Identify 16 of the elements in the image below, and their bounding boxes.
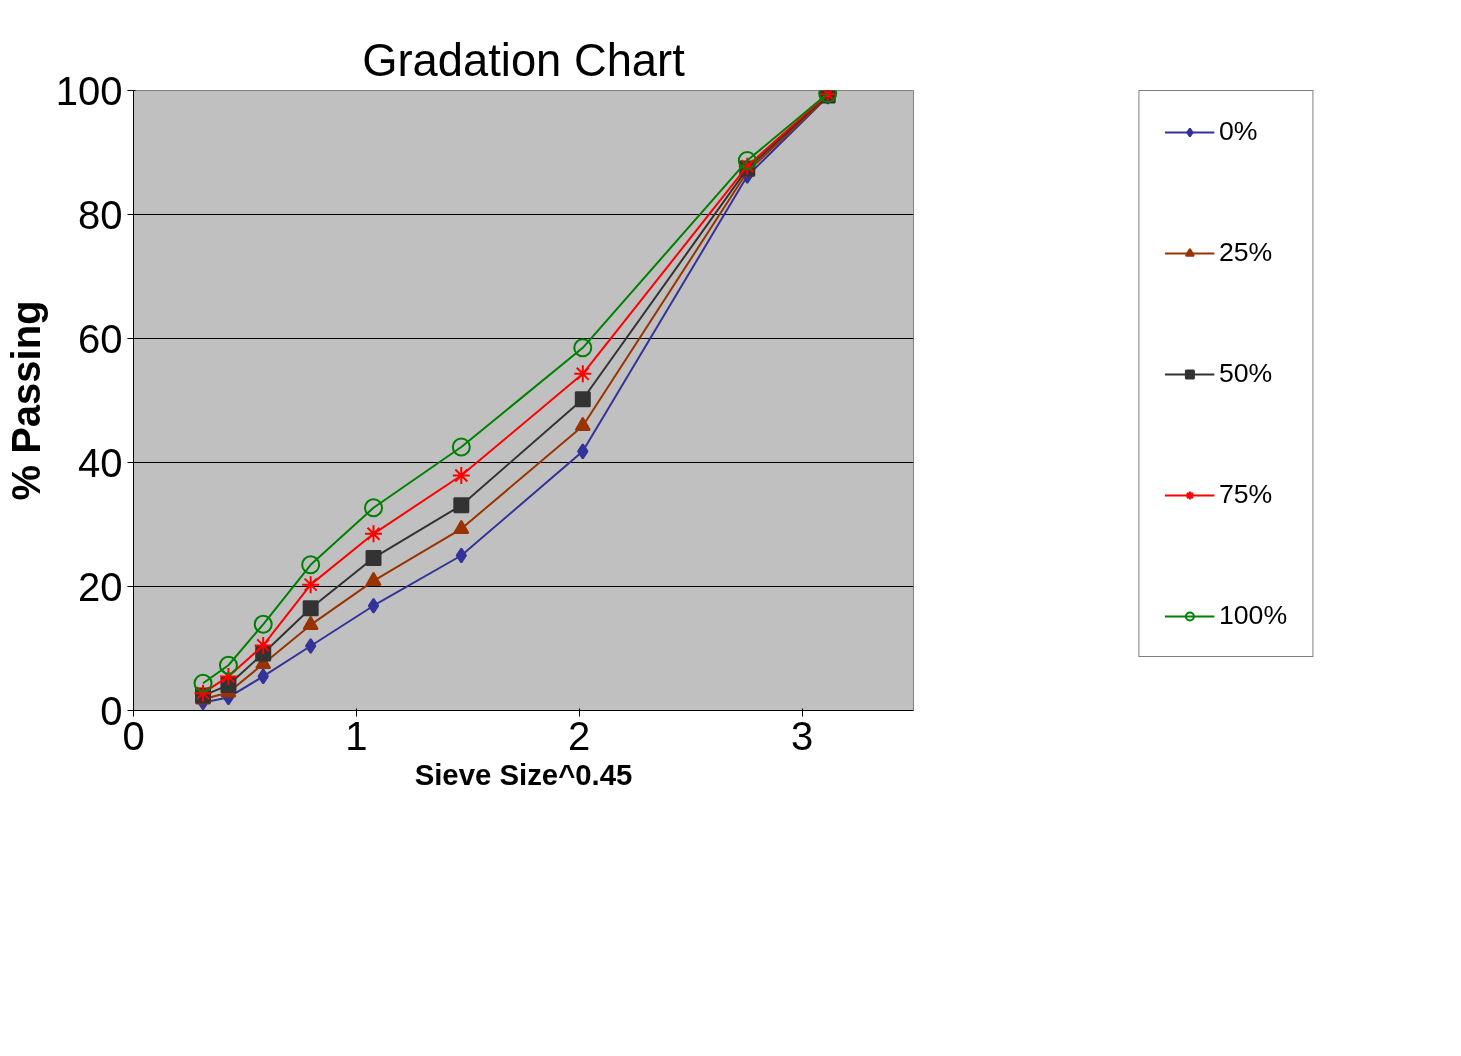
y-tick-label: 80 <box>78 192 123 237</box>
legend-label: 100% <box>1218 600 1288 631</box>
legend-label: 75% <box>1218 479 1273 510</box>
chart-title: Gradation Chart <box>362 34 686 86</box>
y-tick-label: 60 <box>78 316 123 361</box>
y-tick-label: 20 <box>78 564 123 609</box>
x-axis-title: Sieve Size^0.45 <box>414 757 633 791</box>
legend-label: 50% <box>1218 358 1273 389</box>
y-axis-title: % Passing <box>3 300 48 501</box>
legend-label: 0% <box>1218 116 1258 147</box>
x-tick-label: 1 <box>345 713 368 758</box>
y-tick-label: 40 <box>78 440 123 485</box>
legend-label: 25% <box>1218 237 1273 268</box>
y-tick-label: 100 <box>55 68 123 113</box>
x-tick-label: 2 <box>568 713 591 758</box>
x-tick-label: 3 <box>790 713 814 758</box>
